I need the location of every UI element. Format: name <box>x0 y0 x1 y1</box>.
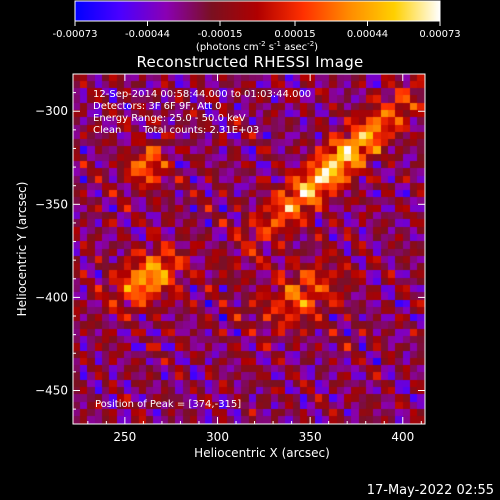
y-tick-label: −350 <box>35 197 68 211</box>
x-tick-label: 350 <box>299 430 322 444</box>
colorbar: -0.00073 -0.00044 -0.00015 0.00015 0.00044 0.… <box>53 0 461 53</box>
colorbar-ticks: -0.00073 -0.00044 -0.00015 0.00015 0.00044 0.… <box>53 21 461 40</box>
colorbar-tick-label: 0.00073 <box>419 29 460 40</box>
annotation-total-counts: Total counts: 2.31E+03 <box>142 125 259 136</box>
y-axis-ticks: −300 −350 −400 −450 <box>35 92 425 410</box>
chart-title: Reconstructed RHESSI Image <box>136 53 364 71</box>
colorbar-tick-label: -0.00073 <box>53 29 98 40</box>
x-tick-label: 300 <box>206 430 229 444</box>
annotation-detectors: Detectors: 3F 6F 9F, Att 0 <box>93 101 221 112</box>
heatmap-image <box>73 74 425 424</box>
y-tick-label: −450 <box>35 383 68 397</box>
annotation-time-range: 12-Sep-2014 00:58:44.000 to 01:03:44.000 <box>93 89 311 100</box>
x-axis-ticks: 250 300 350 400 <box>87 74 422 444</box>
annotation-energy-range: Energy Range: 25.0 - 50.0 keV <box>93 113 246 124</box>
colorbar-tick-label: 0.00015 <box>274 29 315 40</box>
x-tick-label: 400 <box>391 430 414 444</box>
y-axis-label: Heliocentric Y (arcsec) <box>15 182 29 317</box>
y-tick-label: −400 <box>35 290 68 304</box>
colorbar-tick-label: 0.00044 <box>347 29 388 40</box>
annotation-clean: Clean <box>93 125 121 136</box>
colorbar-tick-label: -0.00015 <box>198 29 243 40</box>
y-tick-label: −300 <box>35 104 68 118</box>
colorbar-strip <box>74 0 441 22</box>
colorbar-units: (photons cm-2 s-1 asec-2) <box>196 40 318 53</box>
plot-frame <box>72 73 426 425</box>
footer-timestamp: 17-May-2022 02:55 <box>366 483 494 498</box>
x-tick-label: 250 <box>113 430 136 444</box>
colorbar-tick-label: -0.00044 <box>125 29 170 40</box>
annotation-peak-position: Position of Peak = [374,-315] <box>95 399 241 410</box>
x-axis-label: Heliocentric X (arcsec) <box>194 446 330 460</box>
